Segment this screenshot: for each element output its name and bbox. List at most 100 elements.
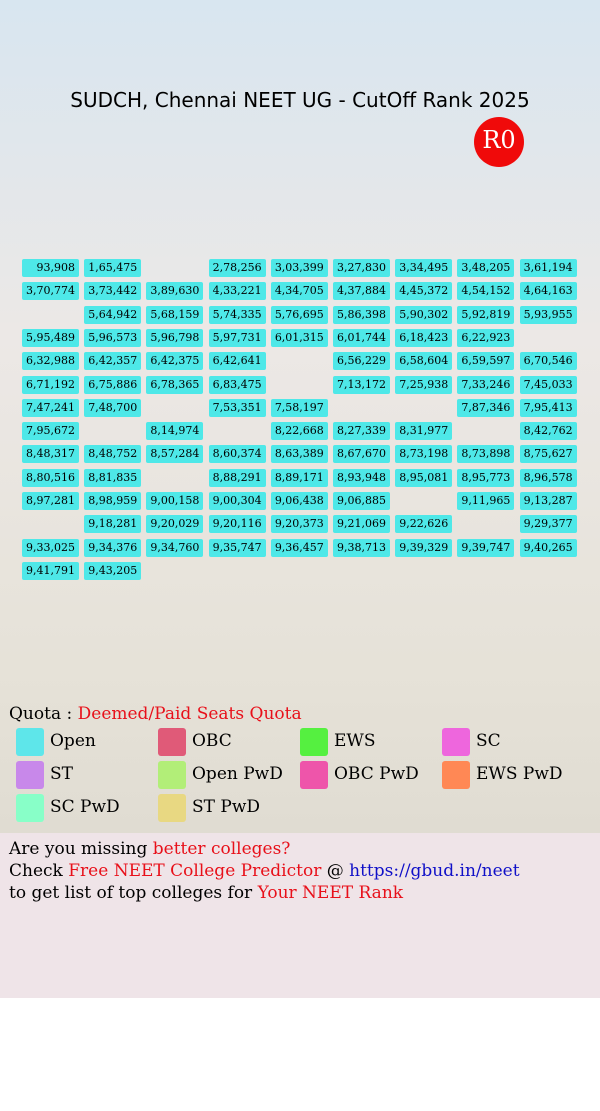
- rank-cell: 5,96,573: [84, 328, 142, 347]
- text: Check: [9, 861, 69, 881]
- rank-cell: 8,88,291: [208, 468, 266, 487]
- rank-cell: 8,42,762: [519, 422, 577, 441]
- highlight[interactable]: Free NEET College Predictor: [68, 861, 322, 881]
- legend-swatch: [16, 761, 44, 789]
- rank-cell: 5,96,798: [146, 328, 204, 347]
- rank-cell: 6,42,357: [84, 352, 142, 371]
- rank-cell: 9,20,116: [208, 515, 266, 534]
- highlight: better colleges?: [152, 839, 291, 859]
- rank-cell: 9,39,747: [457, 538, 515, 557]
- round-label: R0: [482, 126, 516, 154]
- legend-swatch: [16, 794, 44, 822]
- quota-label: Quota :: [9, 704, 78, 724]
- rank-cell: 5,97,731: [208, 328, 266, 347]
- text: @: [321, 861, 350, 881]
- rank-cell: 8,22,668: [270, 422, 328, 441]
- rank-cell: 3,70,774: [22, 282, 79, 301]
- rank-cell: 8,73,198: [395, 445, 453, 464]
- legend-swatch: [300, 728, 328, 756]
- rank-cell: 5,76,695: [270, 305, 328, 324]
- rank-cell: 9,39,329: [395, 538, 453, 557]
- rank-cell: 9,34,376: [84, 538, 142, 557]
- rank-cell: 8,27,339: [333, 422, 390, 441]
- rank-cell: 8,63,389: [270, 445, 328, 464]
- rank-cell: 7,13,172: [333, 375, 390, 394]
- rank-cell: 6,59,597: [457, 352, 515, 371]
- footer-panel: [0, 833, 600, 998]
- rank-cell: 8,95,773: [457, 468, 515, 487]
- legend-swatch: [442, 761, 470, 789]
- rank-cell: 9,34,760: [146, 538, 204, 557]
- rank-cell: 7,48,700: [84, 398, 142, 417]
- rank-cell: 5,93,955: [519, 305, 577, 324]
- legend-label: EWS PwD: [476, 764, 563, 784]
- rank-cell: 8,89,171: [270, 468, 328, 487]
- title: SUDCH, Chennai NEET UG - CutOff Rank 202…: [70, 88, 530, 112]
- rank-cell: 9,06,885: [333, 492, 390, 510]
- rank-cell: 5,68,159: [146, 305, 204, 324]
- rank-cell: 9,33,025: [22, 538, 79, 557]
- rank-cell: 9,43,205: [84, 561, 142, 580]
- rank-cell: 4,45,372: [395, 282, 453, 301]
- legend-swatch: [16, 728, 44, 756]
- rank-cell: 6,75,886: [84, 375, 142, 394]
- legend-swatch: [442, 728, 470, 756]
- promo: Are you missing better colleges? Check F…: [9, 838, 520, 904]
- round-badge: [474, 117, 524, 167]
- rank-cell: 6,83,475: [208, 375, 266, 394]
- rank-cell: 7,58,197: [270, 398, 328, 417]
- rank-cell: 6,56,229: [333, 352, 390, 371]
- rank-cell: 5,90,302: [395, 305, 453, 324]
- legend-swatch: [300, 761, 328, 789]
- rank-cell: 8,98,959: [84, 492, 142, 510]
- rank-cell: 7,33,246: [457, 375, 515, 394]
- rank-cell: 93,908: [22, 259, 79, 277]
- highlight: Your NEET Rank: [257, 883, 404, 903]
- rank-cell: 9,38,713: [333, 538, 390, 557]
- rank-cell: 9,29,377: [519, 515, 577, 534]
- rank-cell: 8,60,374: [208, 445, 266, 464]
- rank-cell: 9,36,457: [270, 538, 328, 557]
- rank-cell: 4,33,221: [208, 282, 266, 301]
- rank-cell: 3,03,399: [270, 259, 328, 277]
- rank-cell: 9,41,791: [22, 561, 79, 580]
- rank-cell: 9,22,626: [395, 515, 453, 534]
- rank-cell: 3,48,205: [457, 259, 515, 277]
- rank-cell: 6,42,375: [146, 352, 204, 371]
- rank-cell: 4,64,163: [519, 282, 577, 301]
- rank-cell: 2,78,256: [208, 259, 266, 277]
- rank-cell: 8,75,627: [519, 445, 577, 464]
- legend-label: SC: [476, 731, 501, 751]
- rank-cell: 9,20,373: [270, 515, 328, 534]
- rank-cell: 7,53,351: [208, 398, 266, 417]
- rank-cell: 6,32,988: [22, 352, 79, 371]
- rank-cell: 7,87,346: [457, 398, 515, 417]
- rank-cell: 9,00,304: [208, 492, 266, 510]
- rank-cell: 4,34,705: [270, 282, 328, 301]
- rank-cell: 1,65,475: [84, 259, 142, 277]
- rank-cell: 5,92,819: [457, 305, 515, 324]
- legend-swatch: [158, 728, 186, 756]
- rank-cell: 9,40,265: [519, 538, 577, 557]
- rank-cell: 9,13,287: [519, 492, 577, 510]
- rank-cell: 3,89,630: [146, 282, 204, 301]
- rank-cell: 7,95,672: [22, 422, 79, 441]
- rank-cell: 6,42,641: [208, 352, 266, 371]
- rank-cell: 5,95,489: [22, 328, 79, 347]
- link[interactable]: https://gbud.in/neet: [349, 861, 520, 881]
- legend-label: OBC PwD: [334, 764, 419, 784]
- rank-cell: 9,35,747: [208, 538, 266, 557]
- legend-label: Open: [50, 731, 96, 751]
- rank-cell: 8,57,284: [146, 445, 204, 464]
- rank-cell: 4,54,152: [457, 282, 515, 301]
- rank-cell: 3,73,442: [84, 282, 142, 301]
- rank-cell: 8,96,578: [519, 468, 577, 487]
- rank-cell: 8,80,516: [22, 468, 79, 487]
- legend-label: Open PwD: [192, 764, 283, 784]
- rank-cell: 6,71,192: [22, 375, 79, 394]
- legend-label: ST: [50, 764, 73, 784]
- rank-cell: 7,45,033: [519, 375, 577, 394]
- rank-cell: 6,70,546: [519, 352, 577, 371]
- rank-cell: 9,11,965: [457, 492, 515, 510]
